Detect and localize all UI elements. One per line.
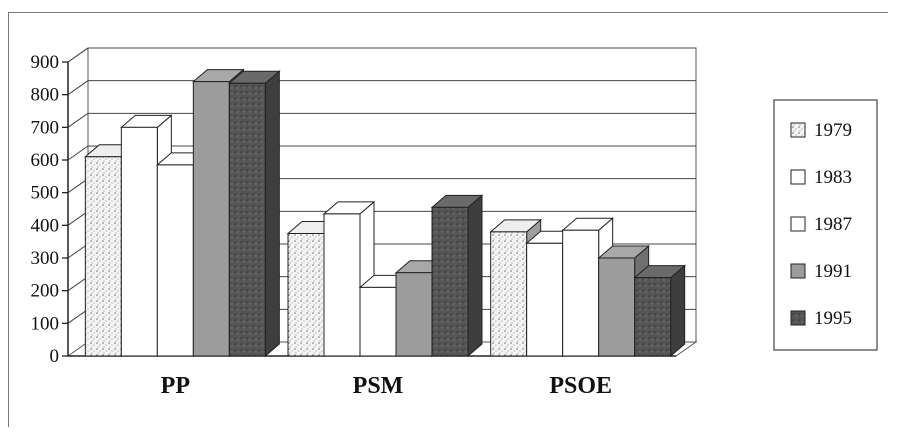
bar-front bbox=[395, 272, 433, 357]
bar-front bbox=[156, 164, 194, 357]
category-label-psoe: PSOE bbox=[549, 373, 612, 399]
bar-front bbox=[192, 81, 230, 357]
y-tick-label: 200 bbox=[31, 281, 60, 302]
bar-front bbox=[490, 231, 528, 357]
bar-front bbox=[431, 206, 469, 357]
bar-front bbox=[323, 213, 361, 357]
y-tick-label: 800 bbox=[31, 85, 60, 106]
y-tick-label: 300 bbox=[31, 248, 60, 269]
gridline-side bbox=[67, 145, 89, 161]
bar-side bbox=[467, 194, 483, 358]
y-axis-ticks: 0 100 200 300 400 500 600 700 800 900 bbox=[31, 52, 68, 367]
frame-border-top bbox=[8, 12, 888, 13]
gridline-side bbox=[67, 178, 89, 194]
legend-label-1983: 1983 bbox=[814, 167, 852, 188]
bar-pp-1995 bbox=[227, 70, 281, 358]
bar-front bbox=[634, 277, 672, 357]
gridline-side bbox=[67, 308, 89, 324]
category-label-psm: PSM bbox=[353, 373, 404, 399]
bar-front bbox=[562, 229, 600, 357]
y-tick-label: 700 bbox=[31, 117, 60, 138]
legend-swatch-1991 bbox=[790, 263, 806, 279]
bar-front bbox=[120, 126, 158, 357]
bars bbox=[83, 68, 687, 358]
bar-side bbox=[670, 264, 686, 358]
gridline-side bbox=[67, 112, 89, 128]
gridline-side bbox=[67, 80, 89, 96]
y-tick-label: 600 bbox=[31, 150, 60, 171]
gridline-side bbox=[67, 243, 89, 259]
bar-side bbox=[264, 70, 280, 358]
gridline-side bbox=[67, 210, 89, 226]
legend-swatch-1979 bbox=[790, 122, 806, 138]
bar-front bbox=[598, 257, 636, 357]
bar-front bbox=[359, 286, 397, 357]
bar-front bbox=[287, 233, 325, 357]
bar-psm-1995 bbox=[430, 194, 484, 358]
bar-psoe-1995 bbox=[633, 264, 687, 358]
bar-front bbox=[84, 156, 122, 357]
legend-label-1987: 1987 bbox=[814, 214, 852, 235]
bar-front bbox=[526, 242, 564, 357]
legend-swatch-1995 bbox=[790, 310, 806, 326]
legend: 1979 1983 1987 1991 1995 bbox=[773, 99, 878, 351]
bar-front bbox=[228, 82, 266, 357]
legend-label-1995: 1995 bbox=[814, 308, 852, 329]
category-label-pp: PP bbox=[161, 373, 190, 399]
category-labels: PP PSM PSOE bbox=[161, 373, 612, 399]
legend-label-1979: 1979 bbox=[814, 120, 852, 141]
y-tick-label: 500 bbox=[31, 183, 60, 204]
legend-swatch-1983 bbox=[790, 169, 806, 185]
y-axis-top-edge bbox=[67, 47, 89, 63]
legend-label-1991: 1991 bbox=[814, 261, 852, 282]
y-tick-label: 0 bbox=[50, 346, 60, 367]
legend-swatch-1987 bbox=[790, 216, 806, 232]
y-tick-label: 100 bbox=[31, 313, 60, 334]
y-tick-label: 400 bbox=[31, 215, 60, 236]
frame-border-left bbox=[8, 12, 9, 427]
gridline-side bbox=[67, 276, 89, 292]
y-tick-label: 900 bbox=[31, 52, 60, 73]
